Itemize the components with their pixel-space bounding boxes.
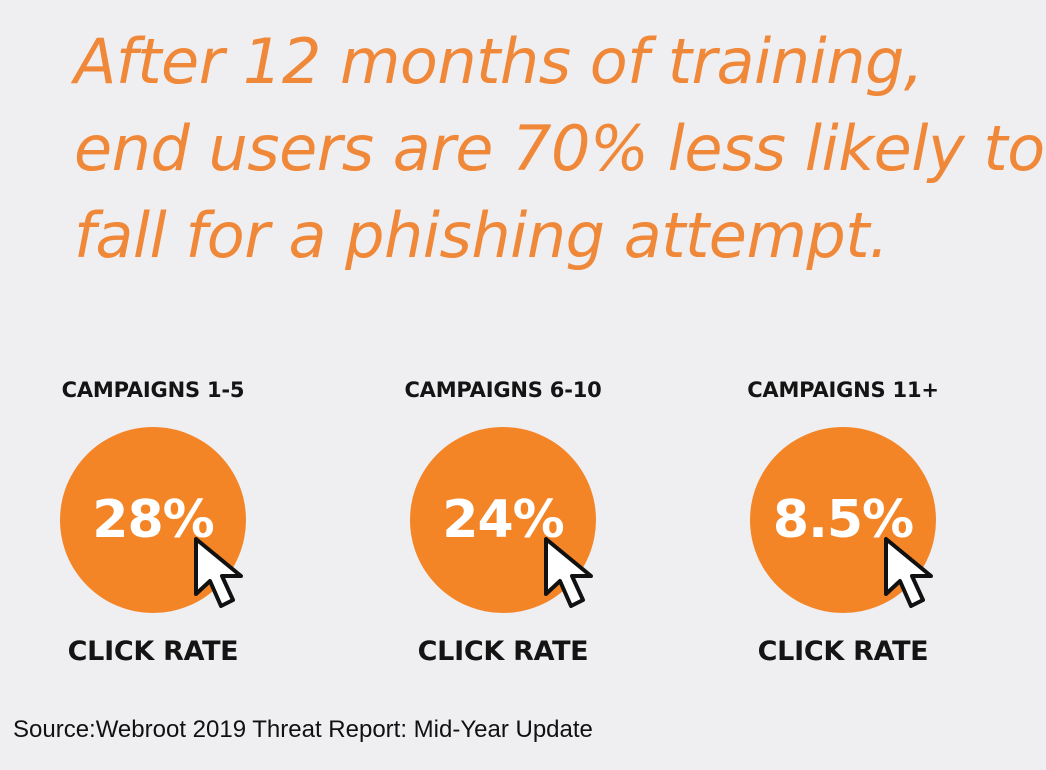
stat-heading: CAMPAIGNS 6-10 <box>404 378 602 402</box>
headline: After 12 months of training, end users a… <box>74 18 1045 279</box>
stat-value: 8.5% <box>772 490 914 550</box>
stat-campaigns-6-10: CAMPAIGNS 6-10 24% CLICK RATE <box>373 370 673 670</box>
pointer-cursor-icon <box>194 537 243 608</box>
pointer-cursor-icon <box>884 537 933 608</box>
pointer-cursor-icon <box>544 537 593 608</box>
stat-label: CLICK RATE <box>757 636 929 667</box>
stat-campaigns-1-5: CAMPAIGNS 1-5 28% CLICK RATE <box>23 370 323 670</box>
stat-heading: CAMPAIGNS 1-5 <box>61 378 245 402</box>
source-note: Source:Webroot 2019 Threat Report: Mid-Y… <box>13 716 593 743</box>
headline-line-1: After 12 months of training, <box>74 25 924 98</box>
headline-line-3: fall for a phishing attempt. <box>74 199 889 272</box>
stat-label: CLICK RATE <box>417 636 589 667</box>
stat-label: CLICK RATE <box>67 636 239 667</box>
headline-line-2: end users are 70% less likely to <box>74 112 1045 185</box>
stat-campaigns-11-plus: CAMPAIGNS 11+ 8.5% CLICK RATE <box>713 370 1013 670</box>
stat-heading: CAMPAIGNS 11+ <box>747 378 939 402</box>
